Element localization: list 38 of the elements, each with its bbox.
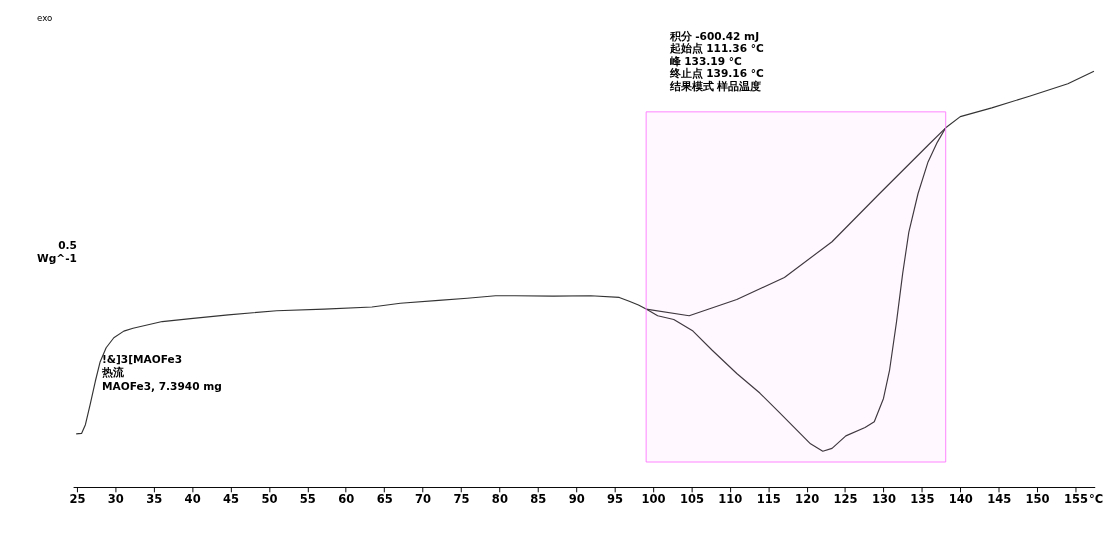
x-tick-label: 115 [756, 491, 781, 506]
text: 起始点 111.36 °C [668, 42, 765, 56]
annotation: 结果模式 样品温度 [668, 79, 762, 92]
x-tick-label: 105 [679, 491, 704, 506]
x-tick-label: 110 [718, 491, 743, 506]
x-tick-label: 75 [453, 491, 470, 506]
x-tick-label: 55 [299, 491, 316, 506]
annotation: 热流 [100, 366, 125, 380]
text: 峰 133.19 °C [669, 54, 743, 67]
x-tick-label: 65 [376, 491, 393, 506]
x-tick-label: 60 [338, 491, 355, 506]
x-tick-label: 155 [1063, 491, 1089, 506]
x-tick-label: 25 [69, 491, 86, 506]
x-tick-label: 120 [795, 491, 820, 506]
y-axis-title: 0.5 Wg^-1 [37, 239, 77, 264]
annotation: 终止点 139.16 °C [668, 67, 765, 81]
x-tick-label: 145 [987, 491, 1012, 506]
x-tick-label: 70 [415, 491, 432, 506]
x-tick-label: 90 [568, 491, 585, 506]
x-tick-label: 135 [910, 491, 935, 506]
annotation: !&]3[MAOFe3 [101, 352, 183, 365]
x-tick-label: 100 [641, 491, 666, 506]
x-tick-label: 40 [184, 491, 201, 506]
x-tick-label: 45 [223, 491, 240, 506]
x-tick-label: 95 [607, 491, 624, 506]
x-tick-label: 35 [146, 491, 163, 506]
text: 积分 -600.42 mJ [668, 29, 760, 42]
x-tick-label: 125 [833, 491, 858, 506]
x-tick-label: 150 [1025, 491, 1050, 506]
x-tick-label: 30 [107, 491, 124, 506]
chart-title: exo [37, 13, 53, 24]
annotation: MAOFe3, 7.3940 mg [101, 379, 222, 392]
x-tick-label: 140 [948, 491, 973, 506]
x-axis-title: °C [1088, 492, 1104, 507]
x-tick-label: 80 [491, 491, 508, 506]
x-tick-label: 130 [871, 491, 897, 506]
x-tick-label: 50 [261, 491, 278, 506]
x-tick-label: 85 [530, 491, 547, 506]
